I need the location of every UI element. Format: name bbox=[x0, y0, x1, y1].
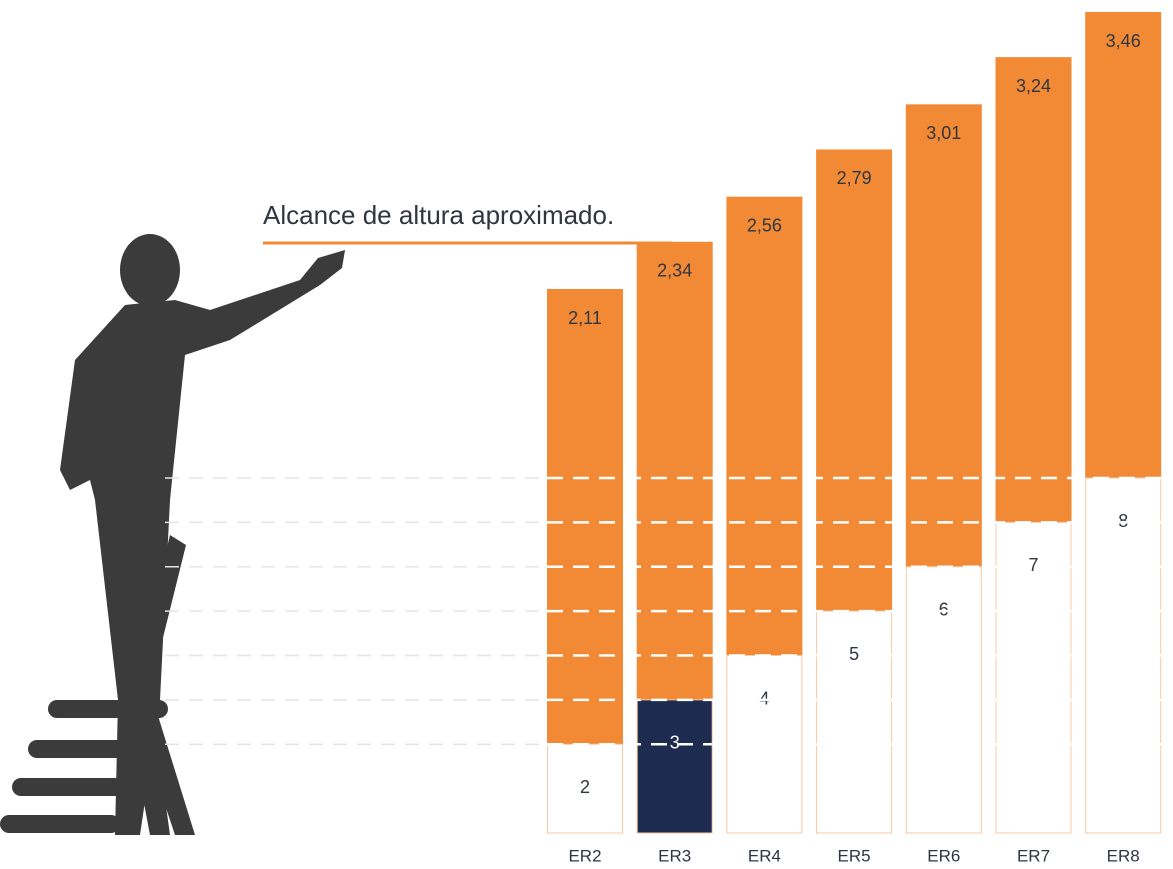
step-label: 5 bbox=[849, 644, 859, 664]
step-bar bbox=[636, 699, 713, 834]
step-label: 8 bbox=[1118, 511, 1128, 531]
x-tick-label: ER6 bbox=[927, 846, 960, 865]
step-label: 2 bbox=[580, 777, 590, 797]
chart-title: Alcance de altura aproximado. bbox=[263, 200, 614, 230]
person-silhouette bbox=[60, 234, 345, 835]
step-bar bbox=[995, 521, 1072, 834]
reach-bar bbox=[636, 241, 713, 700]
x-tick-label: ER4 bbox=[748, 846, 781, 865]
step-bar bbox=[547, 743, 623, 834]
reach-bar bbox=[1085, 12, 1162, 478]
reach-bar bbox=[995, 57, 1072, 523]
reach-bar bbox=[726, 196, 803, 656]
reach-label: 2,56 bbox=[747, 215, 782, 235]
reach-label: 3,01 bbox=[926, 123, 961, 143]
step-bar bbox=[816, 610, 893, 834]
reach-label: 2,34 bbox=[657, 261, 692, 281]
step-label: 7 bbox=[1028, 555, 1038, 575]
ladder bbox=[0, 535, 195, 835]
x-tick-label: ER8 bbox=[1107, 846, 1140, 865]
reach-bar bbox=[816, 149, 893, 612]
reach-bar bbox=[905, 104, 982, 567]
reach-label: 3,24 bbox=[1016, 76, 1051, 96]
x-tick-label: ER2 bbox=[568, 846, 601, 865]
reach-label: 2,79 bbox=[837, 168, 872, 188]
reach-label: 3,46 bbox=[1106, 31, 1141, 51]
x-tick-label: ER7 bbox=[1017, 846, 1050, 865]
step-label: 3 bbox=[670, 733, 680, 753]
x-tick-label: ER3 bbox=[658, 846, 691, 865]
step-label: 4 bbox=[759, 688, 769, 708]
x-tick-label: ER5 bbox=[838, 846, 871, 865]
reach-bar bbox=[547, 289, 623, 745]
step-label: 6 bbox=[939, 600, 949, 620]
reach-label: 2,11 bbox=[568, 308, 602, 328]
